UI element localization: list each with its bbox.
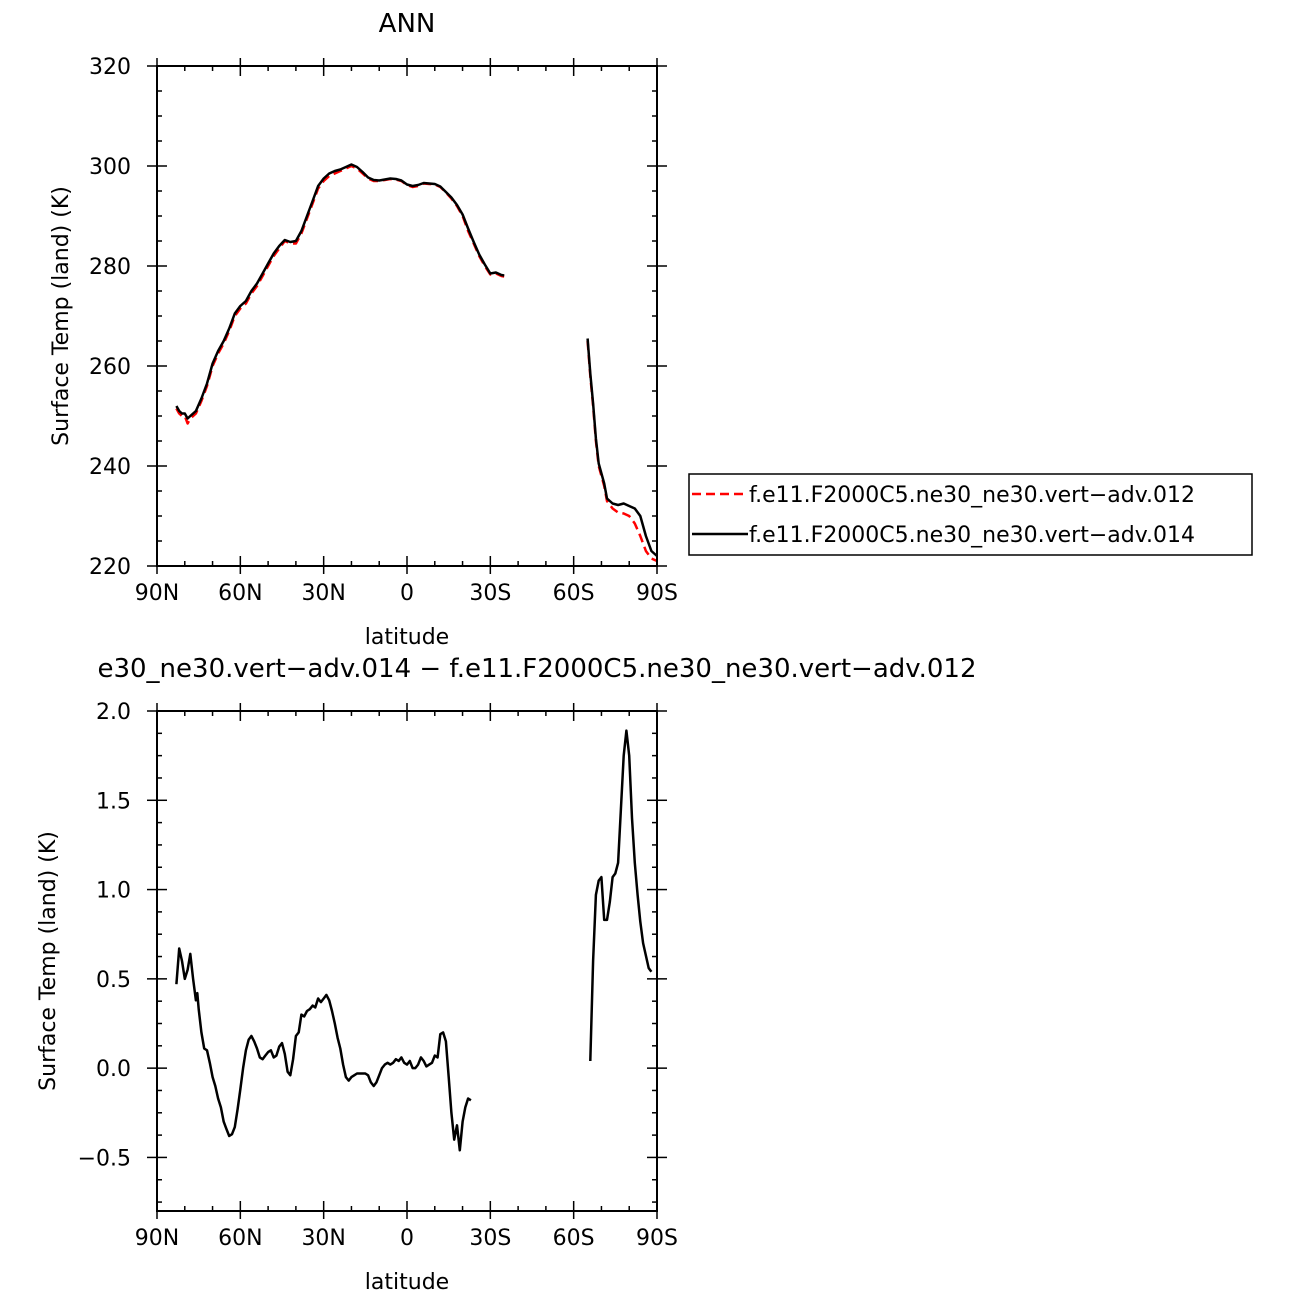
series-line-segment-0 bbox=[175, 163, 505, 420]
x-tick-label: 0 bbox=[400, 581, 414, 606]
x-tick-label: 90N bbox=[135, 581, 179, 606]
chart-title: e30_ne30.vert−adv.014 − f.e11.F2000C5.ne… bbox=[97, 654, 976, 684]
bottom-panel: e30_ne30.vert−adv.014 − f.e11.F2000C5.ne… bbox=[36, 654, 977, 1295]
x-tick-label: 90S bbox=[636, 581, 678, 606]
x-tick-label: 30S bbox=[469, 1226, 511, 1251]
top-panel: ANN latitude Surface Temp (land) (K) 90N… bbox=[49, 9, 678, 650]
y-tick-label: 2.0 bbox=[96, 700, 131, 725]
series-line-segment-0 bbox=[175, 947, 472, 1152]
legend-entry-012: f.e11.F2000C5.ne30_ne30.vert−adv.012 bbox=[749, 483, 1195, 508]
series-line-segment-1 bbox=[586, 340, 657, 563]
y-tick-label: 1.0 bbox=[96, 879, 131, 904]
x-tick-label: 60N bbox=[218, 1226, 262, 1251]
x-tick-label: 30N bbox=[301, 581, 345, 606]
y-tick-label: 240 bbox=[89, 455, 131, 480]
y-tick-label: 300 bbox=[89, 155, 131, 180]
legend: f.e11.F2000C5.ne30_ne30.vert−adv.012 f.e… bbox=[688, 473, 1253, 556]
x-tick-label: 60N bbox=[218, 581, 262, 606]
x-tick-label: 60S bbox=[553, 581, 595, 606]
y-tick-label: 280 bbox=[89, 255, 131, 280]
y-axis-label: Surface Temp (land) (K) bbox=[36, 831, 61, 1091]
y-tick-label: 1.5 bbox=[96, 789, 131, 814]
series-diff bbox=[175, 729, 653, 1152]
y-tick-label: 0.0 bbox=[96, 1057, 131, 1082]
plot-frame bbox=[156, 710, 658, 1212]
y-tick-label: −0.5 bbox=[78, 1146, 131, 1171]
plot-frame bbox=[156, 65, 658, 567]
x-axis-label: latitude bbox=[365, 625, 449, 650]
x-tick-label: 60S bbox=[553, 1226, 595, 1251]
x-tick-label: 90N bbox=[135, 1226, 179, 1251]
y-tick-label: 220 bbox=[89, 555, 131, 580]
x-tick-label: 30S bbox=[469, 581, 511, 606]
x-tick-label: 30N bbox=[301, 1226, 345, 1251]
chart-title: ANN bbox=[379, 9, 436, 39]
series-line-segment-0 bbox=[175, 164, 505, 425]
series-line-segment-1 bbox=[586, 338, 657, 557]
legend-box bbox=[688, 473, 1253, 556]
y-axis-label: Surface Temp (land) (K) bbox=[49, 186, 74, 446]
y-tick-label: 260 bbox=[89, 355, 131, 380]
y-tick-label: 0.5 bbox=[96, 968, 131, 993]
series-014 bbox=[175, 163, 657, 557]
legend-entry-014: f.e11.F2000C5.ne30_ne30.vert−adv.014 bbox=[749, 523, 1195, 548]
y-tick-label: 320 bbox=[89, 55, 131, 80]
series-012 bbox=[175, 164, 657, 563]
x-tick-label: 90S bbox=[636, 1226, 678, 1251]
x-axis-label: latitude bbox=[365, 1270, 449, 1295]
x-tick-label: 0 bbox=[400, 1226, 414, 1251]
series-line-segment-1 bbox=[589, 729, 653, 1062]
